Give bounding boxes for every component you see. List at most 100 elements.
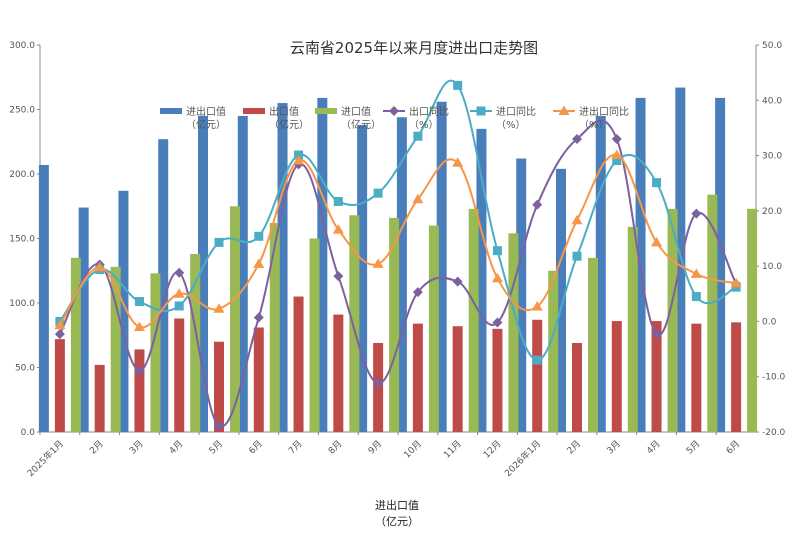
right-axis-tick-label: -10.0: [762, 373, 786, 383]
point-total-yoy: [571, 214, 583, 225]
x-axis-tick-label: 9月: [366, 438, 384, 456]
point-export-yoy: [651, 329, 662, 340]
x-axis-tick-label: 10月: [402, 438, 424, 460]
bar-total: [436, 101, 447, 432]
bar-export: [94, 364, 105, 432]
bar-export: [532, 319, 543, 432]
x-axis-tick-label: 3月: [605, 438, 623, 456]
bar-import: [508, 233, 519, 432]
x-axis-tick-label: 11月: [442, 438, 464, 460]
point-total-yoy: [491, 272, 503, 283]
left-axis-tick-label: 150.0: [9, 235, 35, 245]
point-total-yoy: [133, 321, 145, 331]
x-axis-tick-label: 2月: [88, 438, 106, 456]
bar-total: [357, 124, 368, 432]
right-axis-tick-label: 20.0: [762, 207, 782, 217]
point-total-yoy: [372, 258, 384, 268]
bar-export: [253, 327, 264, 432]
x-axis-label-line1: 进出口值: [375, 498, 419, 512]
point-import-yoy: [214, 237, 224, 247]
point-export-yoy: [174, 267, 185, 278]
bar-import: [269, 223, 280, 432]
x-axis-tick-label: 3月: [127, 438, 145, 456]
legend-swatch-marker: [558, 105, 570, 115]
bar-import: [468, 208, 479, 432]
legend-swatch-marker: [476, 106, 486, 116]
point-export-yoy: [253, 312, 264, 323]
legend-label: 进出口同比: [579, 105, 629, 118]
bar-export: [651, 321, 662, 432]
bar-import: [190, 253, 201, 432]
bar-import: [747, 208, 758, 432]
point-import-yoy: [532, 355, 542, 365]
point-total-yoy: [54, 319, 66, 330]
bar-total: [277, 103, 288, 433]
bar-import: [389, 217, 400, 432]
x-axis-tick-label: 6月: [247, 438, 265, 456]
bar-total: [38, 164, 49, 432]
point-total-yoy: [452, 157, 464, 167]
x-axis-tick-label: 7月: [286, 438, 304, 456]
x-axis-tick-label: 2025年1月: [25, 438, 66, 479]
legend-label-unit: （亿元）: [186, 118, 226, 131]
bar-export: [412, 323, 423, 432]
point-total-yoy: [531, 301, 543, 311]
x-axis-tick-label: 2月: [565, 438, 583, 456]
bar-import: [588, 257, 598, 432]
point-total-yoy: [730, 277, 742, 288]
point-import-yoy: [652, 178, 662, 188]
legend-label: 出口同比: [409, 105, 449, 118]
point-total-yoy: [690, 268, 702, 278]
bar-total: [396, 117, 407, 433]
point-export-yoy: [412, 287, 423, 298]
point-import-yoy: [453, 80, 463, 90]
bar-total: [556, 168, 566, 432]
point-total-yoy: [213, 303, 225, 313]
chart-title: 云南省2025年以来月度进出口走势图: [290, 39, 538, 57]
legend-label: 进出口值: [186, 105, 226, 118]
point-import-yoy: [333, 196, 343, 206]
point-import-yoy: [612, 156, 622, 166]
bar-export: [214, 341, 224, 432]
bar-import: [707, 194, 718, 432]
legend-swatch: [160, 108, 182, 114]
bar-total: [595, 115, 606, 432]
bar-export: [54, 339, 65, 432]
point-import-yoy: [572, 251, 582, 261]
left-axis-tick-label: 200.0: [9, 170, 35, 180]
point-total-yoy: [611, 149, 623, 160]
point-total-yoy: [332, 224, 344, 234]
bar-import: [110, 266, 121, 432]
legend-label-unit: （%）: [579, 119, 609, 131]
point-export-yoy: [572, 133, 582, 144]
bar-export: [691, 323, 702, 432]
legend-label-unit: （亿元）: [341, 118, 381, 131]
bar-total: [237, 115, 248, 432]
bar-export: [174, 318, 185, 432]
bar-total: [118, 190, 129, 432]
point-export-yoy: [492, 317, 503, 328]
x-axis-tick-label: 12月: [481, 438, 503, 460]
bar-import: [667, 208, 678, 432]
bar-total: [476, 128, 487, 432]
bar-import: [548, 270, 559, 432]
point-import-yoy: [174, 301, 184, 311]
bar-total: [516, 158, 527, 432]
bar-export: [572, 342, 582, 432]
bar-export: [333, 314, 344, 432]
legend: 进出口值（亿元）出口值（亿元）进口值（亿元）出口同比（%）进口同比（%）进出口同…: [160, 105, 629, 131]
point-export-yoy: [214, 420, 224, 431]
bar-total: [198, 115, 208, 432]
x-axis-tick-label: 5月: [684, 438, 702, 456]
bar-import: [627, 226, 638, 432]
x-axis-tick-label: 4月: [167, 438, 185, 456]
bar-total: [78, 207, 89, 432]
x-axis-label-line2: （亿元）: [375, 515, 419, 528]
point-import-yoy: [413, 131, 423, 141]
point-total-yoy: [412, 193, 424, 204]
x-axis-tick-label: 6月: [724, 438, 742, 456]
left-axis-tick-label: 300.0: [9, 41, 35, 51]
bar-total: [715, 97, 726, 432]
right-axis-tick-label: 0.0: [762, 317, 777, 327]
right-axis-tick-label: 40.0: [762, 96, 782, 106]
